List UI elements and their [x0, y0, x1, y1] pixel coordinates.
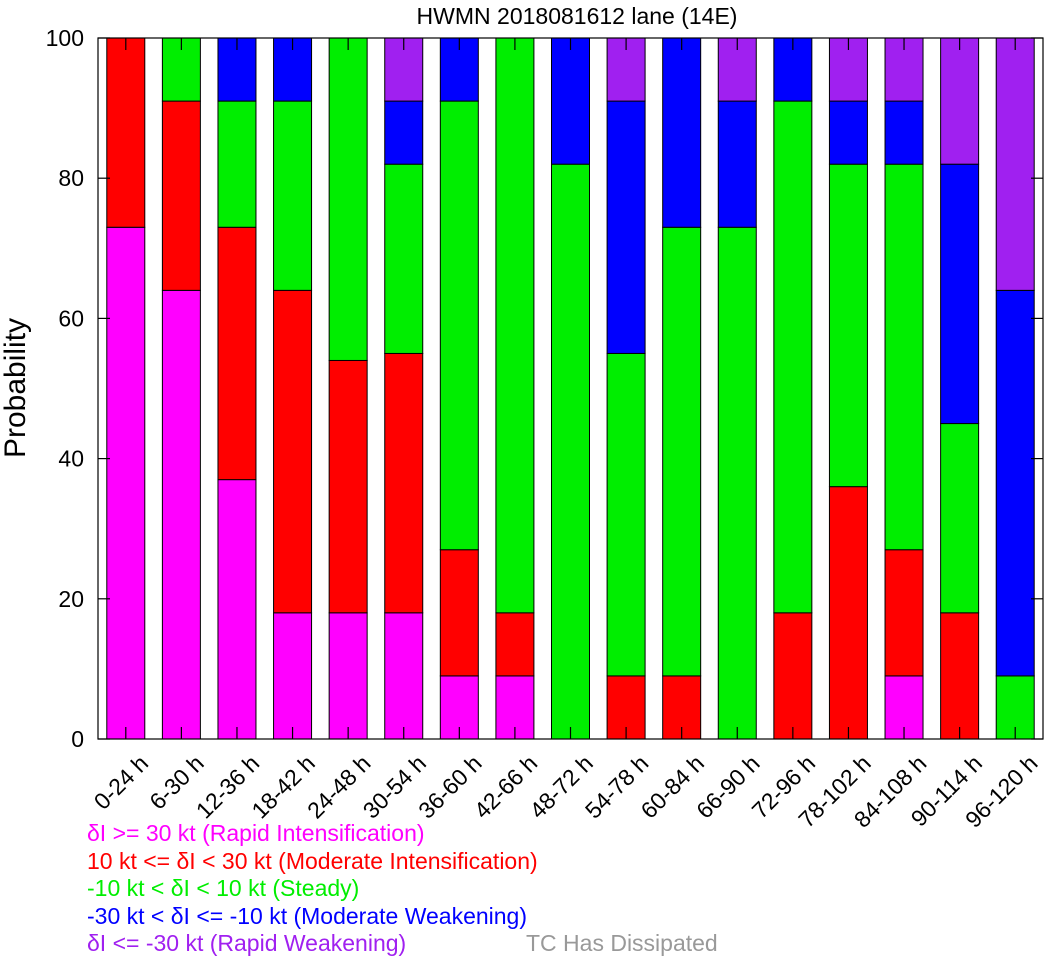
- bar-segment-16-series-5: [940, 37, 980, 165]
- bar-segment-6-series-1: [384, 612, 424, 740]
- x-tick-label-1: 0-24 h: [89, 750, 154, 815]
- legend: δI >= 30 kt (Rapid Intensification)10 kt…: [87, 820, 718, 956]
- legend-entry-2: 10 kt <= δI < 30 kt (Moderate Intensific…: [87, 848, 538, 874]
- bar-segment-15-series-2: [884, 549, 924, 677]
- bar-segment-17-series-5: [995, 37, 1035, 291]
- bar-segment-12-series-4: [717, 100, 757, 228]
- bar-segment-14-series-2: [828, 486, 868, 740]
- bar-segment-10-series-4: [606, 100, 646, 354]
- bar-segment-5-series-3: [328, 37, 368, 361]
- bar-segment-12-series-3: [717, 226, 757, 740]
- bar-segment-14-series-4: [828, 100, 868, 165]
- bar-segment-7-series-2: [439, 549, 479, 677]
- bar-segment-3-series-3: [217, 100, 257, 228]
- bar-segment-11-series-3: [662, 226, 702, 677]
- bar-segment-5-series-2: [328, 359, 368, 614]
- bar-segment-2-series-1: [161, 289, 201, 740]
- bar-segment-15-series-3: [884, 163, 924, 551]
- bar-segment-9-series-3: [551, 163, 590, 740]
- y-tick-label-100: 100: [46, 25, 84, 51]
- bar-segment-6-series-5: [384, 37, 424, 102]
- bar-segment-16-series-4: [940, 163, 980, 425]
- bar-segment-4-series-3: [273, 100, 313, 291]
- y-axis-ticks: 0 20 40 60 80 100: [46, 25, 1043, 752]
- legend-entry-5: δI <= -30 kt (Rapid Weakening): [87, 930, 406, 956]
- bar-segment-14-series-3: [828, 163, 868, 488]
- bar-segment-8-series-3: [495, 37, 535, 614]
- bar-segment-2-series-2: [161, 100, 201, 291]
- bar-segment-6-series-4: [384, 100, 424, 165]
- y-tick-label-80: 80: [58, 165, 84, 191]
- bar-segment-6-series-2: [384, 352, 424, 614]
- bar-segment-13-series-3: [773, 100, 813, 614]
- legend-entry-3: -10 kt < δI < 10 kt (Steady): [87, 875, 359, 901]
- bar-segment-1-series-2: [106, 37, 146, 228]
- bar-segment-10-series-5: [606, 37, 646, 102]
- bar-segment-14-series-5: [828, 37, 868, 102]
- bar-segment-8-series-2: [495, 612, 535, 677]
- bar-segment-3-series-1: [217, 479, 257, 740]
- bar-segment-10-series-3: [606, 352, 646, 677]
- y-tick-label-20: 20: [58, 586, 84, 612]
- bar-segment-6-series-3: [384, 163, 424, 354]
- y-axis-label: Probability: [0, 318, 32, 458]
- y-tick-label-0: 0: [71, 726, 84, 752]
- y-tick-label-60: 60: [58, 305, 84, 331]
- bar-segment-9-series-4: [551, 37, 590, 165]
- bar-segment-16-series-3: [940, 423, 980, 614]
- bar-segment-1-series-1: [106, 226, 146, 740]
- bar-segment-16-series-2: [940, 612, 980, 740]
- bar-segment-5-series-1: [328, 612, 368, 740]
- bar-segment-17-series-4: [995, 289, 1035, 677]
- legend-entry-4: -30 kt < δI <= -10 kt (Moderate Weakenin…: [87, 903, 527, 929]
- chart-title: HWMN 2018081612 lane (14E): [417, 3, 738, 29]
- bar-segment-3-series-2: [217, 226, 257, 481]
- bar-segment-13-series-2: [773, 612, 813, 740]
- bars-group: [106, 37, 1035, 740]
- legend-entry-6: TC Has Dissipated: [526, 930, 718, 956]
- bar-segment-11-series-4: [662, 37, 702, 228]
- legend-entry-1: δI >= 30 kt (Rapid Intensification): [87, 820, 425, 846]
- bar-segment-7-series-3: [439, 100, 479, 551]
- bar-segment-4-series-2: [273, 289, 313, 614]
- y-tick-label-40: 40: [58, 446, 84, 472]
- bar-segment-4-series-1: [273, 612, 313, 740]
- bar-segment-15-series-4: [884, 100, 924, 165]
